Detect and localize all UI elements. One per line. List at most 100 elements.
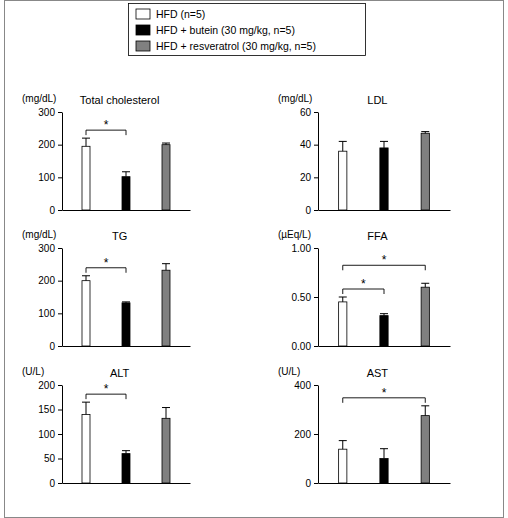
y-axis: 0204060 — [300, 107, 319, 216]
bar — [122, 454, 130, 483]
y-tick: 40 — [300, 139, 318, 150]
y-tick-label: 100 — [38, 308, 55, 319]
error-line — [425, 406, 426, 416]
error-cap — [421, 405, 429, 406]
bar — [339, 302, 347, 346]
x-axis-line — [319, 483, 451, 484]
y-tick: 300 — [38, 107, 62, 118]
y-axis-line — [62, 113, 63, 211]
bar — [421, 416, 429, 483]
bar — [339, 449, 347, 483]
legend-swatch — [136, 41, 150, 51]
panel-title: AST — [367, 367, 389, 379]
legend: HFD (n=5)HFD + butein (30 mg/kg, n=5)HFD… — [129, 4, 366, 56]
x-axis — [319, 346, 451, 347]
y-tick-label: 20 — [300, 172, 312, 183]
legend-swatch — [136, 25, 150, 35]
x-axis-line — [63, 483, 191, 484]
panel: FFA(µEq/L)0.000.501.00** — [278, 229, 451, 352]
y-tick-label: 0 — [49, 205, 55, 216]
y-tick-label: 1.00 — [292, 243, 312, 254]
bar — [380, 148, 388, 210]
error-cap — [82, 138, 90, 139]
y-tick-mark — [58, 210, 62, 211]
y-tick: 0 — [49, 341, 62, 352]
y-axis-title: (U/L) — [278, 366, 300, 377]
bar — [380, 316, 388, 346]
legend-label: HFD (n=5) — [156, 8, 205, 20]
y-tick-label: 200 — [294, 429, 311, 440]
y-tick-mark — [58, 410, 62, 411]
bar — [162, 270, 170, 346]
y-tick: 100 — [38, 308, 62, 319]
y-tick: 0.00 — [292, 341, 318, 352]
y-tick-label: 60 — [300, 107, 312, 118]
y-axis-title: (mg/dL) — [22, 93, 56, 104]
y-tick: 20 — [300, 172, 318, 183]
bar — [82, 281, 90, 346]
x-axis-line — [319, 210, 451, 211]
y-tick-label: 200 — [38, 380, 55, 391]
y-tick-mark — [314, 385, 318, 386]
panel: Total cholesterol(mg/dL)0100200300* — [22, 93, 191, 216]
legend-label: HFD + resveratrol (30 mg/kg, n=5) — [156, 40, 316, 52]
y-axis: 0.00 0.50 1.00 — [292, 243, 319, 352]
y-axis-title: (U/L) — [22, 366, 44, 377]
figure: HFD (n=5)HFD + butein (30 mg/kg, n=5)HFD… — [0, 0, 508, 518]
y-tick: 200 — [38, 275, 62, 286]
error-cap — [162, 263, 170, 264]
panel-title: TG — [112, 230, 127, 242]
y-tick-mark — [58, 145, 62, 146]
significance-label: * — [382, 253, 387, 267]
bar — [122, 177, 130, 210]
significance-label: * — [104, 256, 109, 270]
y-axis-title: (mg/dL) — [22, 229, 56, 240]
bar — [82, 414, 90, 483]
y-tick-mark — [58, 248, 62, 249]
plot-area — [82, 402, 170, 483]
y-tick: 200 — [294, 429, 318, 440]
plot-area — [82, 264, 170, 346]
y-axis-line — [318, 249, 319, 347]
y-tick: 0.50 — [292, 292, 318, 303]
y-tick-label: 300 — [38, 107, 55, 118]
x-axis — [319, 483, 451, 484]
y-tick-mark — [314, 483, 318, 484]
error-bar — [380, 141, 388, 148]
bar — [162, 145, 170, 210]
y-axis-title: (mg/dL) — [278, 93, 312, 104]
significance-label: * — [104, 382, 109, 396]
error-line — [86, 276, 87, 281]
y-tick: 200 — [38, 380, 62, 391]
error-bar — [162, 143, 170, 145]
error-line — [166, 264, 167, 271]
y-tick-mark — [58, 177, 62, 178]
y-axis: 0 100 200 300 — [38, 107, 62, 216]
y-tick-label: 0 — [49, 341, 55, 352]
error-bar — [339, 297, 347, 302]
significance-bracket: * — [86, 382, 126, 399]
error-cap — [380, 448, 388, 449]
y-tick: 100 — [38, 172, 62, 183]
error-line — [425, 283, 426, 287]
y-axis-line — [62, 249, 63, 347]
panel: LDL(mg/dL)0204060 — [278, 93, 451, 216]
error-bar — [380, 314, 388, 316]
y-axis-title: (µEq/L) — [278, 229, 311, 240]
error-bar — [162, 264, 170, 271]
error-bar — [162, 408, 170, 419]
legend-frame — [129, 4, 366, 56]
error-cap — [82, 402, 90, 403]
significance-label: * — [382, 386, 387, 400]
y-tick-label: 50 — [44, 453, 56, 464]
y-tick-mark — [314, 434, 318, 435]
significance-bracket: * — [343, 386, 426, 403]
significance-label: * — [104, 118, 109, 132]
significance-bracket: * — [86, 118, 126, 135]
y-tick-mark — [314, 248, 318, 249]
y-tick: 200 — [38, 139, 62, 150]
y-axis-line — [318, 386, 319, 484]
y-tick: 100 — [38, 429, 62, 440]
error-cap — [122, 301, 130, 302]
plot-area — [339, 406, 430, 483]
